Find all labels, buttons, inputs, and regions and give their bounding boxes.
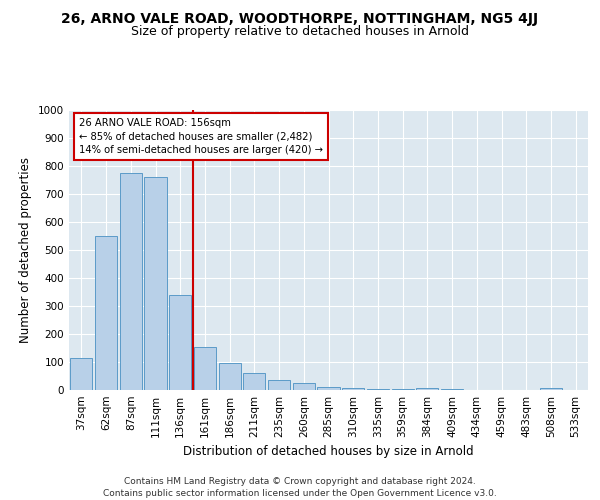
Text: 26 ARNO VALE ROAD: 156sqm
← 85% of detached houses are smaller (2,482)
14% of se: 26 ARNO VALE ROAD: 156sqm ← 85% of detac… <box>79 118 323 155</box>
Bar <box>317 386 340 390</box>
Bar <box>70 358 92 390</box>
Text: Size of property relative to detached houses in Arnold: Size of property relative to detached ho… <box>131 25 469 38</box>
Bar <box>243 373 265 390</box>
Bar <box>169 295 191 390</box>
Bar <box>392 389 414 390</box>
Bar <box>268 380 290 390</box>
Y-axis label: Number of detached properties: Number of detached properties <box>19 157 32 343</box>
X-axis label: Distribution of detached houses by size in Arnold: Distribution of detached houses by size … <box>183 446 474 458</box>
Bar <box>95 236 117 390</box>
Bar <box>540 388 562 390</box>
Bar <box>194 346 216 390</box>
Bar <box>367 388 389 390</box>
Bar <box>293 383 315 390</box>
Bar <box>416 388 439 390</box>
Text: 26, ARNO VALE ROAD, WOODTHORPE, NOTTINGHAM, NG5 4JJ: 26, ARNO VALE ROAD, WOODTHORPE, NOTTINGH… <box>61 12 539 26</box>
Bar <box>145 177 167 390</box>
Text: Contains HM Land Registry data © Crown copyright and database right 2024.
Contai: Contains HM Land Registry data © Crown c… <box>103 476 497 498</box>
Bar <box>218 364 241 390</box>
Bar <box>119 173 142 390</box>
Bar <box>342 388 364 390</box>
